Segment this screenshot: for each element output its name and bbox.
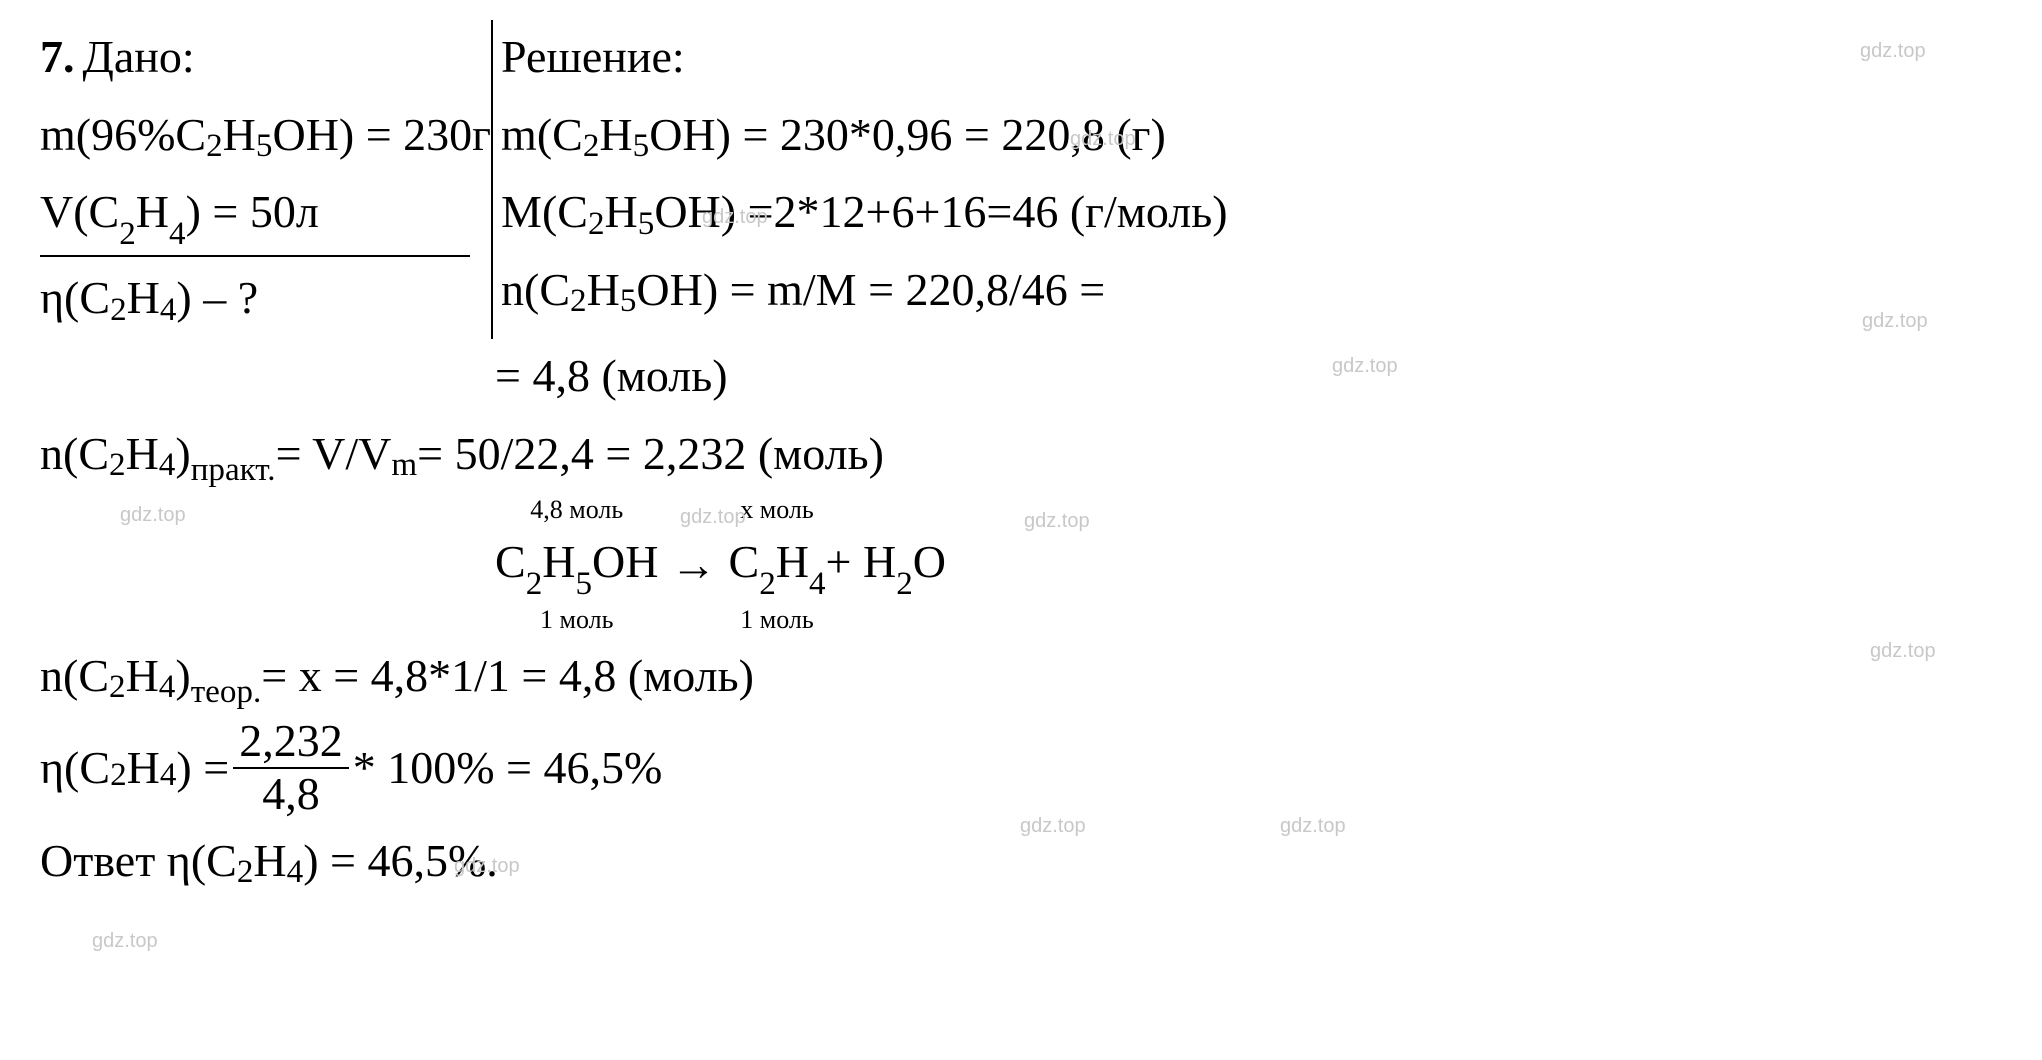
solution-line-2: M(C2H5OH) =2*12+6+16=46 (г/моль) bbox=[501, 175, 1228, 249]
top-section: 7. Дано: m(96%C2H5OH) = 230г V(C2H4) = 5… bbox=[40, 20, 2002, 339]
solution-line-4: = 4,8 (моль) bbox=[40, 339, 2002, 413]
given-line-3: η(C2H4) – ? bbox=[40, 261, 491, 335]
given-line-2: V(C2H4) = 50л bbox=[40, 175, 470, 257]
solution-line-5: n(C2H4)практ. = V/Vm = 50/22,4 = 2,232 (… bbox=[40, 417, 2002, 491]
reaction-reactant: 4,8 моль C2H5OH 1 моль bbox=[495, 494, 659, 635]
solution-line-8: η(C2H4) = 2,232 4,8 * 100% = 46,5% bbox=[40, 716, 2002, 819]
answer-line: Ответ η(C2H4) = 46,5%. bbox=[40, 824, 2002, 898]
reaction-product-2: + H2O bbox=[826, 525, 946, 603]
solution-column: Решение: m(C2H5OH) = 230*0,96 = 220,8 (г… bbox=[501, 20, 1228, 339]
given-label: Дано: bbox=[83, 20, 195, 94]
given-line-1: m(96%C2H5OH) = 230г bbox=[40, 98, 491, 172]
reaction-product-1: x моль C2H4 1 моль bbox=[729, 494, 826, 635]
given-column: 7. Дано: m(96%C2H5OH) = 230г V(C2H4) = 5… bbox=[40, 20, 491, 339]
watermark: gdz.top bbox=[92, 930, 158, 953]
yield-fraction: 2,232 4,8 bbox=[233, 716, 349, 819]
reaction-arrow-icon: → bbox=[671, 528, 717, 602]
vertical-divider bbox=[491, 20, 493, 339]
solution-label: Решение: bbox=[501, 20, 1228, 94]
given-header: 7. Дано: bbox=[40, 20, 491, 94]
solution-line-7: n(C2H4)теор. = x = 4,8*1/1 = 4,8 (моль) bbox=[40, 639, 2002, 713]
solution-line-1: m(C2H5OH) = 230*0,96 = 220,8 (г) bbox=[501, 98, 1228, 172]
solution-line-3: n(C2H5OH) = m/M = 220,8/46 = bbox=[501, 253, 1228, 327]
reaction-equation: 4,8 моль C2H5OH 1 моль → x моль C2H4 1 м… bbox=[40, 494, 2002, 635]
problem-number: 7. bbox=[40, 20, 75, 94]
